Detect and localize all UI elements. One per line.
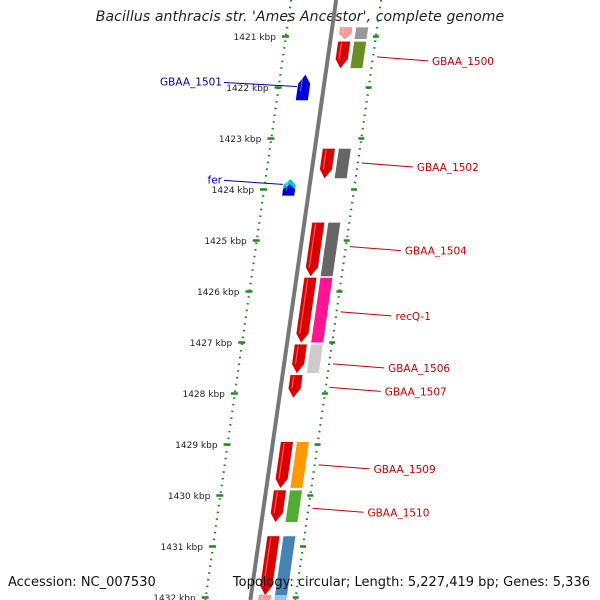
- scale-label: 1430 kbp: [168, 492, 211, 502]
- genome-backbone: [248, 0, 339, 600]
- gene-label: GBAA_1509: [374, 464, 436, 476]
- forward-cds-shade: [294, 345, 299, 365]
- forward-cds-shade: [261, 595, 264, 600]
- gene-label: GBAA_1504: [405, 246, 467, 258]
- scale-label: 1431 kbp: [161, 543, 204, 553]
- label-leader: [223, 81, 297, 87]
- gene-label: GBAA_1510: [367, 507, 429, 519]
- forward-cds-shade: [342, 28, 345, 34]
- gene-label: GBAA_1500: [432, 56, 494, 68]
- page-title: Bacillus anthracis str. 'Ames Ancestor',…: [95, 9, 505, 25]
- forward-cds-shade: [299, 278, 309, 334]
- scale-label: 1427 kbp: [190, 339, 233, 349]
- scale-label: 1426 kbp: [197, 288, 240, 298]
- scale-label: 1429 kbp: [175, 441, 218, 451]
- forward-cds: [296, 277, 317, 344]
- label-leader: [349, 246, 401, 252]
- label-leader: [329, 386, 381, 392]
- cog-block: [275, 536, 296, 595]
- scale-label: 1422 kbp: [226, 84, 269, 94]
- forward-cds-shade: [322, 149, 327, 170]
- cog-block: [311, 277, 333, 343]
- reverse-cds: [295, 74, 311, 101]
- forward-cds-shade: [308, 223, 317, 268]
- forward-cds-shade: [273, 491, 279, 514]
- forward-cds: [339, 27, 353, 40]
- forward-cds-shade: [278, 442, 285, 479]
- forward-cds-shade: [338, 42, 343, 60]
- forward-cds: [335, 41, 351, 69]
- gene-label: GBAA_1501: [160, 76, 222, 88]
- label-leader: [340, 311, 392, 317]
- scale-label: 1423 kbp: [219, 135, 262, 145]
- scale-label: 1424 kbp: [212, 186, 255, 196]
- genome-summary: Topology: circular; Length: 5,227,419 bp…: [232, 575, 590, 590]
- gene-label: GBAA_1507: [385, 386, 447, 398]
- forward-cds-shade: [263, 537, 272, 587]
- scale-label: 1421 kbp: [234, 33, 277, 43]
- scale-label: 1432 kbp: [153, 594, 196, 600]
- reverse-cds-shade: [299, 75, 304, 92]
- forward-cds: [260, 535, 280, 596]
- forward-cds: [275, 441, 294, 489]
- gene-label: recQ-1: [396, 311, 431, 323]
- cog-block: [354, 27, 369, 40]
- label-leader: [223, 179, 283, 185]
- scale-ruler: 1421 kbp 1422 kbp 1423 kbp 1424 kbp 1425 kbp…: [153, 0, 383, 600]
- reverse-cds: [281, 184, 296, 196]
- label-leader: [318, 464, 370, 470]
- gene-label: GBAA_1506: [388, 363, 450, 375]
- scale-label: 1425 kbp: [204, 237, 247, 247]
- cog-block: [274, 594, 288, 600]
- label-leader: [376, 56, 429, 62]
- gene-label: fer: [208, 174, 223, 186]
- forward-cds: [319, 148, 336, 179]
- label-leader: [312, 507, 364, 513]
- cog-block: [320, 222, 341, 277]
- cog-block: [334, 148, 351, 179]
- forward-cds-shade: [291, 376, 295, 389]
- scale-label: 1428 kbp: [182, 390, 225, 400]
- forward-cds: [258, 594, 272, 600]
- cog-block: [350, 41, 367, 69]
- forward-cds: [288, 374, 303, 399]
- label-leader: [361, 162, 413, 168]
- cog-block: [285, 490, 303, 523]
- cog-block: [290, 441, 309, 488]
- forward-cds: [270, 490, 287, 523]
- gene-label: GBAA_1502: [417, 162, 479, 174]
- gene-tracks: [258, 27, 369, 600]
- forward-cds: [291, 344, 308, 374]
- backbone-line: [248, 0, 339, 600]
- accession-label: Accession: NC_007530: [8, 575, 156, 590]
- reverse-cds-shade: [286, 180, 289, 187]
- cog-block: [306, 344, 323, 374]
- forward-cds: [305, 222, 325, 277]
- reverse-cds-shade: [285, 185, 288, 191]
- label-leader: [333, 363, 385, 369]
